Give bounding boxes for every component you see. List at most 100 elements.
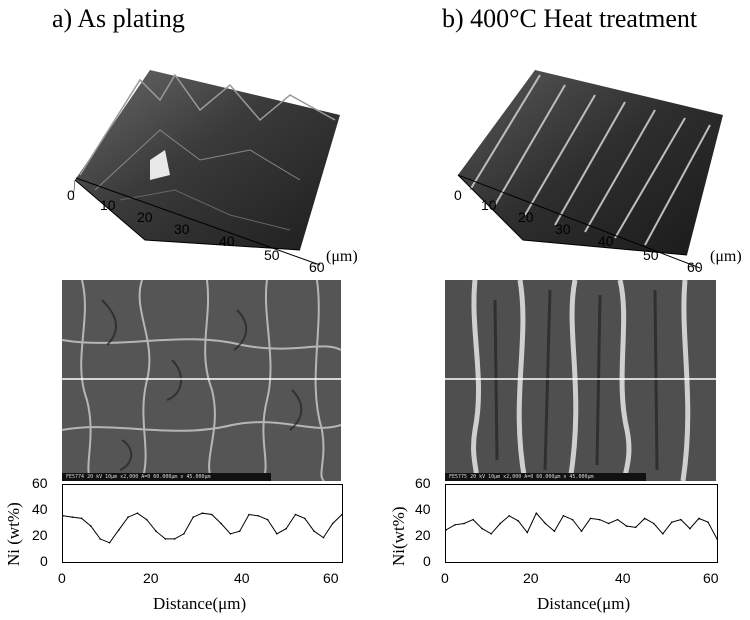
x-tick-label: 40 [615, 570, 631, 586]
surface-tick: 60 [309, 259, 325, 275]
surface-tick: 20 [518, 209, 534, 225]
x-tick-label: 60 [703, 570, 719, 586]
ni-data-point [616, 518, 619, 521]
ni-data-point [535, 512, 538, 515]
y-tick-label: 0 [40, 553, 48, 569]
ni-data-point [127, 516, 129, 518]
ni-data-point [331, 522, 334, 525]
surface-tick: 0 [454, 187, 462, 203]
ni-data-point [322, 536, 325, 539]
ni-data-point [662, 532, 664, 535]
ni-data-point [544, 522, 547, 525]
sem-caption: FE5775 20 kV 10μm x2,000 A=0 60.000μm x … [449, 474, 594, 480]
ni-data-point [463, 522, 465, 525]
ni-data-point [164, 538, 167, 540]
ni-data-point [238, 530, 241, 532]
ni-data-point [183, 532, 185, 535]
ni-series-line [446, 512, 717, 540]
ni-data-point [499, 522, 501, 525]
ni-data-point [145, 518, 148, 521]
surface-3d-plot [457, 70, 723, 269]
y-axis-label: Ni (wt%) [4, 502, 23, 566]
ni-data-point [446, 529, 447, 531]
ni-data-point [589, 517, 592, 520]
y-tick-label: 60 [32, 475, 48, 491]
ni-data-point [173, 538, 176, 540]
y-tick-label: 0 [423, 553, 431, 569]
sem-image: FE5775 20 kV 10μm x2,000 A=0 60.000μm x … [445, 280, 716, 481]
ni-data-point [341, 513, 342, 516]
panel-b: b) 400°C Heat treatment 0 10 20 30 40 50… [375, 0, 750, 620]
ni-data-point [155, 530, 157, 532]
ni-data-point [313, 530, 315, 532]
ni-data-point [257, 515, 260, 517]
sem-caption: FE5774 20 kV 10μm x2,000 A=0 60.000μm x … [66, 474, 211, 480]
x-tick-label: 0 [58, 570, 66, 586]
ni-data-point [490, 532, 492, 535]
surface-tick: 50 [264, 247, 280, 263]
ni-data-point [508, 515, 511, 517]
ni-data-point [716, 538, 717, 540]
surface-tick: 10 [481, 197, 497, 213]
ni-data-point [643, 517, 646, 520]
y-tick-label: 20 [32, 527, 48, 543]
y-tick-label: 20 [415, 527, 431, 543]
sem-image: FE5774 20 kV 10μm x2,000 A=0 60.000μm x … [62, 280, 341, 481]
ni-data-point [652, 522, 655, 525]
ni-data-point [220, 522, 222, 525]
surface-tick: 40 [219, 233, 235, 249]
surface-tick: 60 [687, 259, 703, 275]
ni-data-point [671, 521, 673, 524]
ni-data-point [454, 523, 456, 526]
ni-data-point [598, 518, 601, 521]
surface-tick: 0 [67, 187, 75, 203]
ni-data-point [108, 541, 111, 544]
y-tick-label: 40 [32, 501, 48, 517]
surface-unit: (μm) [326, 248, 358, 265]
surface-tick: 30 [174, 221, 190, 237]
ni-data-point [680, 518, 682, 521]
ni-data-point [562, 515, 565, 517]
surface-tick: 20 [137, 209, 153, 225]
ni-data-point [707, 521, 709, 524]
x-tick-label: 40 [234, 570, 250, 586]
surface-tick: 40 [598, 233, 614, 249]
ni-data-point [625, 525, 628, 527]
ni-data-point [571, 518, 574, 521]
ni-data-point [71, 516, 74, 518]
ni-data-point [80, 517, 83, 520]
ni-data-point [276, 532, 278, 535]
ni-data-point [99, 538, 101, 540]
panel-a: a) As plating 0 10 20 30 40 50 60 (μm) [4, 4, 358, 613]
x-axis-label: Distance(μm) [153, 594, 247, 613]
ni-data-point [634, 526, 637, 529]
ni-data-point [689, 527, 691, 530]
ni-data-point [553, 530, 556, 532]
ni-data-point [607, 522, 610, 525]
y-tick-label: 60 [415, 475, 431, 491]
y-axis-label: Ni(wt%) [389, 506, 408, 566]
ni-series-line [63, 512, 342, 544]
ni-data-point [304, 517, 306, 520]
surface-tick: 30 [555, 221, 571, 237]
ni-data-point [517, 520, 520, 522]
ni-data-point [285, 527, 287, 530]
surface-tick: 10 [100, 197, 116, 213]
ni-data-point [526, 531, 529, 534]
ni-data-point [248, 513, 250, 516]
surface-3d-plot [72, 70, 340, 266]
ni-data-point [229, 532, 232, 535]
ni-profile-plot [445, 484, 718, 563]
ni-data-point [481, 527, 483, 530]
ni-data-point [211, 513, 213, 516]
ni-data-point [192, 516, 194, 518]
x-tick-label: 20 [523, 570, 539, 586]
panel-title: b) 400°C Heat treatment [442, 4, 698, 33]
ni-data-point [136, 512, 139, 515]
ni-data-point [294, 513, 297, 516]
ni-data-point [90, 525, 92, 527]
ni-data-point [63, 515, 64, 517]
ni-data-point [472, 518, 474, 521]
ni-data-point [201, 512, 204, 515]
ni-data-point [266, 518, 269, 521]
